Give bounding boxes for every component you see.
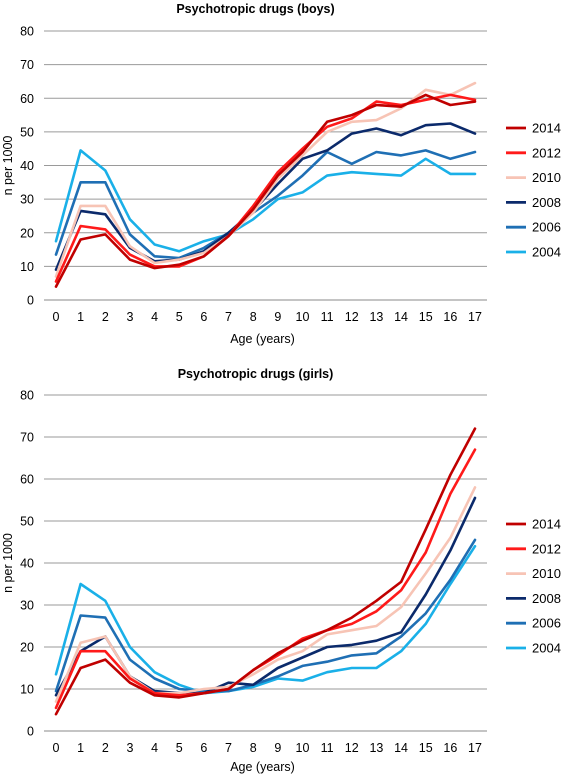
x-tick-label: 12 [345, 741, 359, 755]
series-line-2006 [54, 149, 477, 260]
y-tick-label: 10 [20, 683, 34, 697]
y-tick-label: 70 [20, 58, 34, 72]
x-axis-label: Age (years) [230, 332, 295, 346]
legend-label: 2010 [532, 170, 561, 185]
series-line-2010 [54, 486, 477, 703]
x-tick-label: 7 [225, 741, 232, 755]
x-tick-label: 4 [151, 310, 158, 324]
x-tick-label: 0 [53, 310, 60, 324]
series-line-2004 [54, 544, 477, 695]
x-tick-label: 13 [369, 741, 383, 755]
y-tick-label: 20 [20, 226, 34, 240]
y-axis-label: n per 1000 [1, 533, 15, 593]
y-tick-label: 60 [20, 473, 34, 487]
x-tick-label: 12 [345, 310, 359, 324]
legend-label: 2004 [532, 641, 561, 656]
x-tick-label: 8 [250, 310, 257, 324]
series-line-2014 [54, 427, 477, 716]
x-tick-label: 6 [200, 310, 207, 324]
series-line-2004 [54, 149, 477, 253]
x-tick-label: 1 [77, 741, 84, 755]
x-tick-label: 17 [468, 741, 482, 755]
x-tick-label: 16 [443, 310, 457, 324]
legend-label: 2008 [532, 591, 561, 606]
y-tick-label: 30 [20, 599, 34, 613]
x-tick-label: 5 [176, 741, 183, 755]
y-tick-label: 40 [20, 557, 34, 571]
x-tick-label: 15 [419, 741, 433, 755]
y-tick-label: 80 [20, 25, 34, 39]
x-tick-label: 3 [126, 741, 133, 755]
series-line-2014 [54, 93, 477, 288]
x-tick-label: 3 [126, 310, 133, 324]
y-tick-label: 50 [20, 515, 34, 529]
legend-label: 2012 [532, 541, 561, 556]
y-tick-label: 40 [20, 159, 34, 173]
x-tick-label: 5 [176, 310, 183, 324]
x-axis-label: Age (years) [230, 760, 295, 774]
y-tick-label: 0 [27, 725, 34, 739]
y-tick-label: 80 [20, 389, 34, 403]
x-tick-label: 7 [225, 310, 232, 324]
series-line-2012 [54, 448, 477, 710]
x-tick-label: 10 [296, 741, 310, 755]
y-tick-label: 30 [20, 193, 34, 207]
x-tick-label: 2 [102, 310, 109, 324]
x-tick-label: 6 [200, 741, 207, 755]
y-tick-label: 70 [20, 431, 34, 445]
legend-label: 2012 [532, 145, 561, 160]
x-tick-label: 1 [77, 310, 84, 324]
y-tick-label: 0 [27, 294, 34, 308]
y-tick-label: 50 [20, 125, 34, 139]
y-tick-label: 60 [20, 92, 34, 106]
chart-title: Psychotropic drugs (girls) [178, 367, 334, 381]
x-tick-label: 14 [394, 741, 408, 755]
legend-label: 2014 [532, 517, 561, 532]
series-line-2006 [54, 538, 477, 693]
legend-label: 2008 [532, 195, 561, 210]
chart-title: Psychotropic drugs (boys) [176, 2, 334, 16]
chart-0: Psychotropic drugs (boys)010203040506070… [1, 2, 561, 346]
x-tick-label: 9 [274, 310, 281, 324]
series-line-2012 [54, 93, 477, 283]
x-tick-label: 10 [296, 310, 310, 324]
x-tick-label: 9 [274, 741, 281, 755]
x-tick-label: 2 [102, 741, 109, 755]
legend-label: 2006 [532, 220, 561, 235]
y-tick-label: 10 [20, 260, 34, 274]
legend-label: 2010 [532, 566, 561, 581]
legend-label: 2014 [532, 121, 561, 136]
x-tick-label: 15 [419, 310, 433, 324]
x-tick-label: 17 [468, 310, 482, 324]
x-tick-label: 0 [53, 741, 60, 755]
x-tick-label: 11 [321, 741, 334, 755]
y-axis-label: n per 1000 [1, 136, 15, 196]
x-tick-label: 8 [250, 741, 257, 755]
legend-label: 2006 [532, 616, 561, 631]
chart-1: Psychotropic drugs (girls)01020304050607… [1, 367, 561, 774]
x-tick-label: 13 [369, 310, 383, 324]
x-tick-label: 4 [151, 741, 158, 755]
x-tick-label: 11 [321, 310, 334, 324]
y-tick-label: 20 [20, 641, 34, 655]
legend-label: 2004 [532, 245, 561, 260]
x-tick-label: 16 [443, 741, 457, 755]
x-tick-label: 14 [394, 310, 408, 324]
